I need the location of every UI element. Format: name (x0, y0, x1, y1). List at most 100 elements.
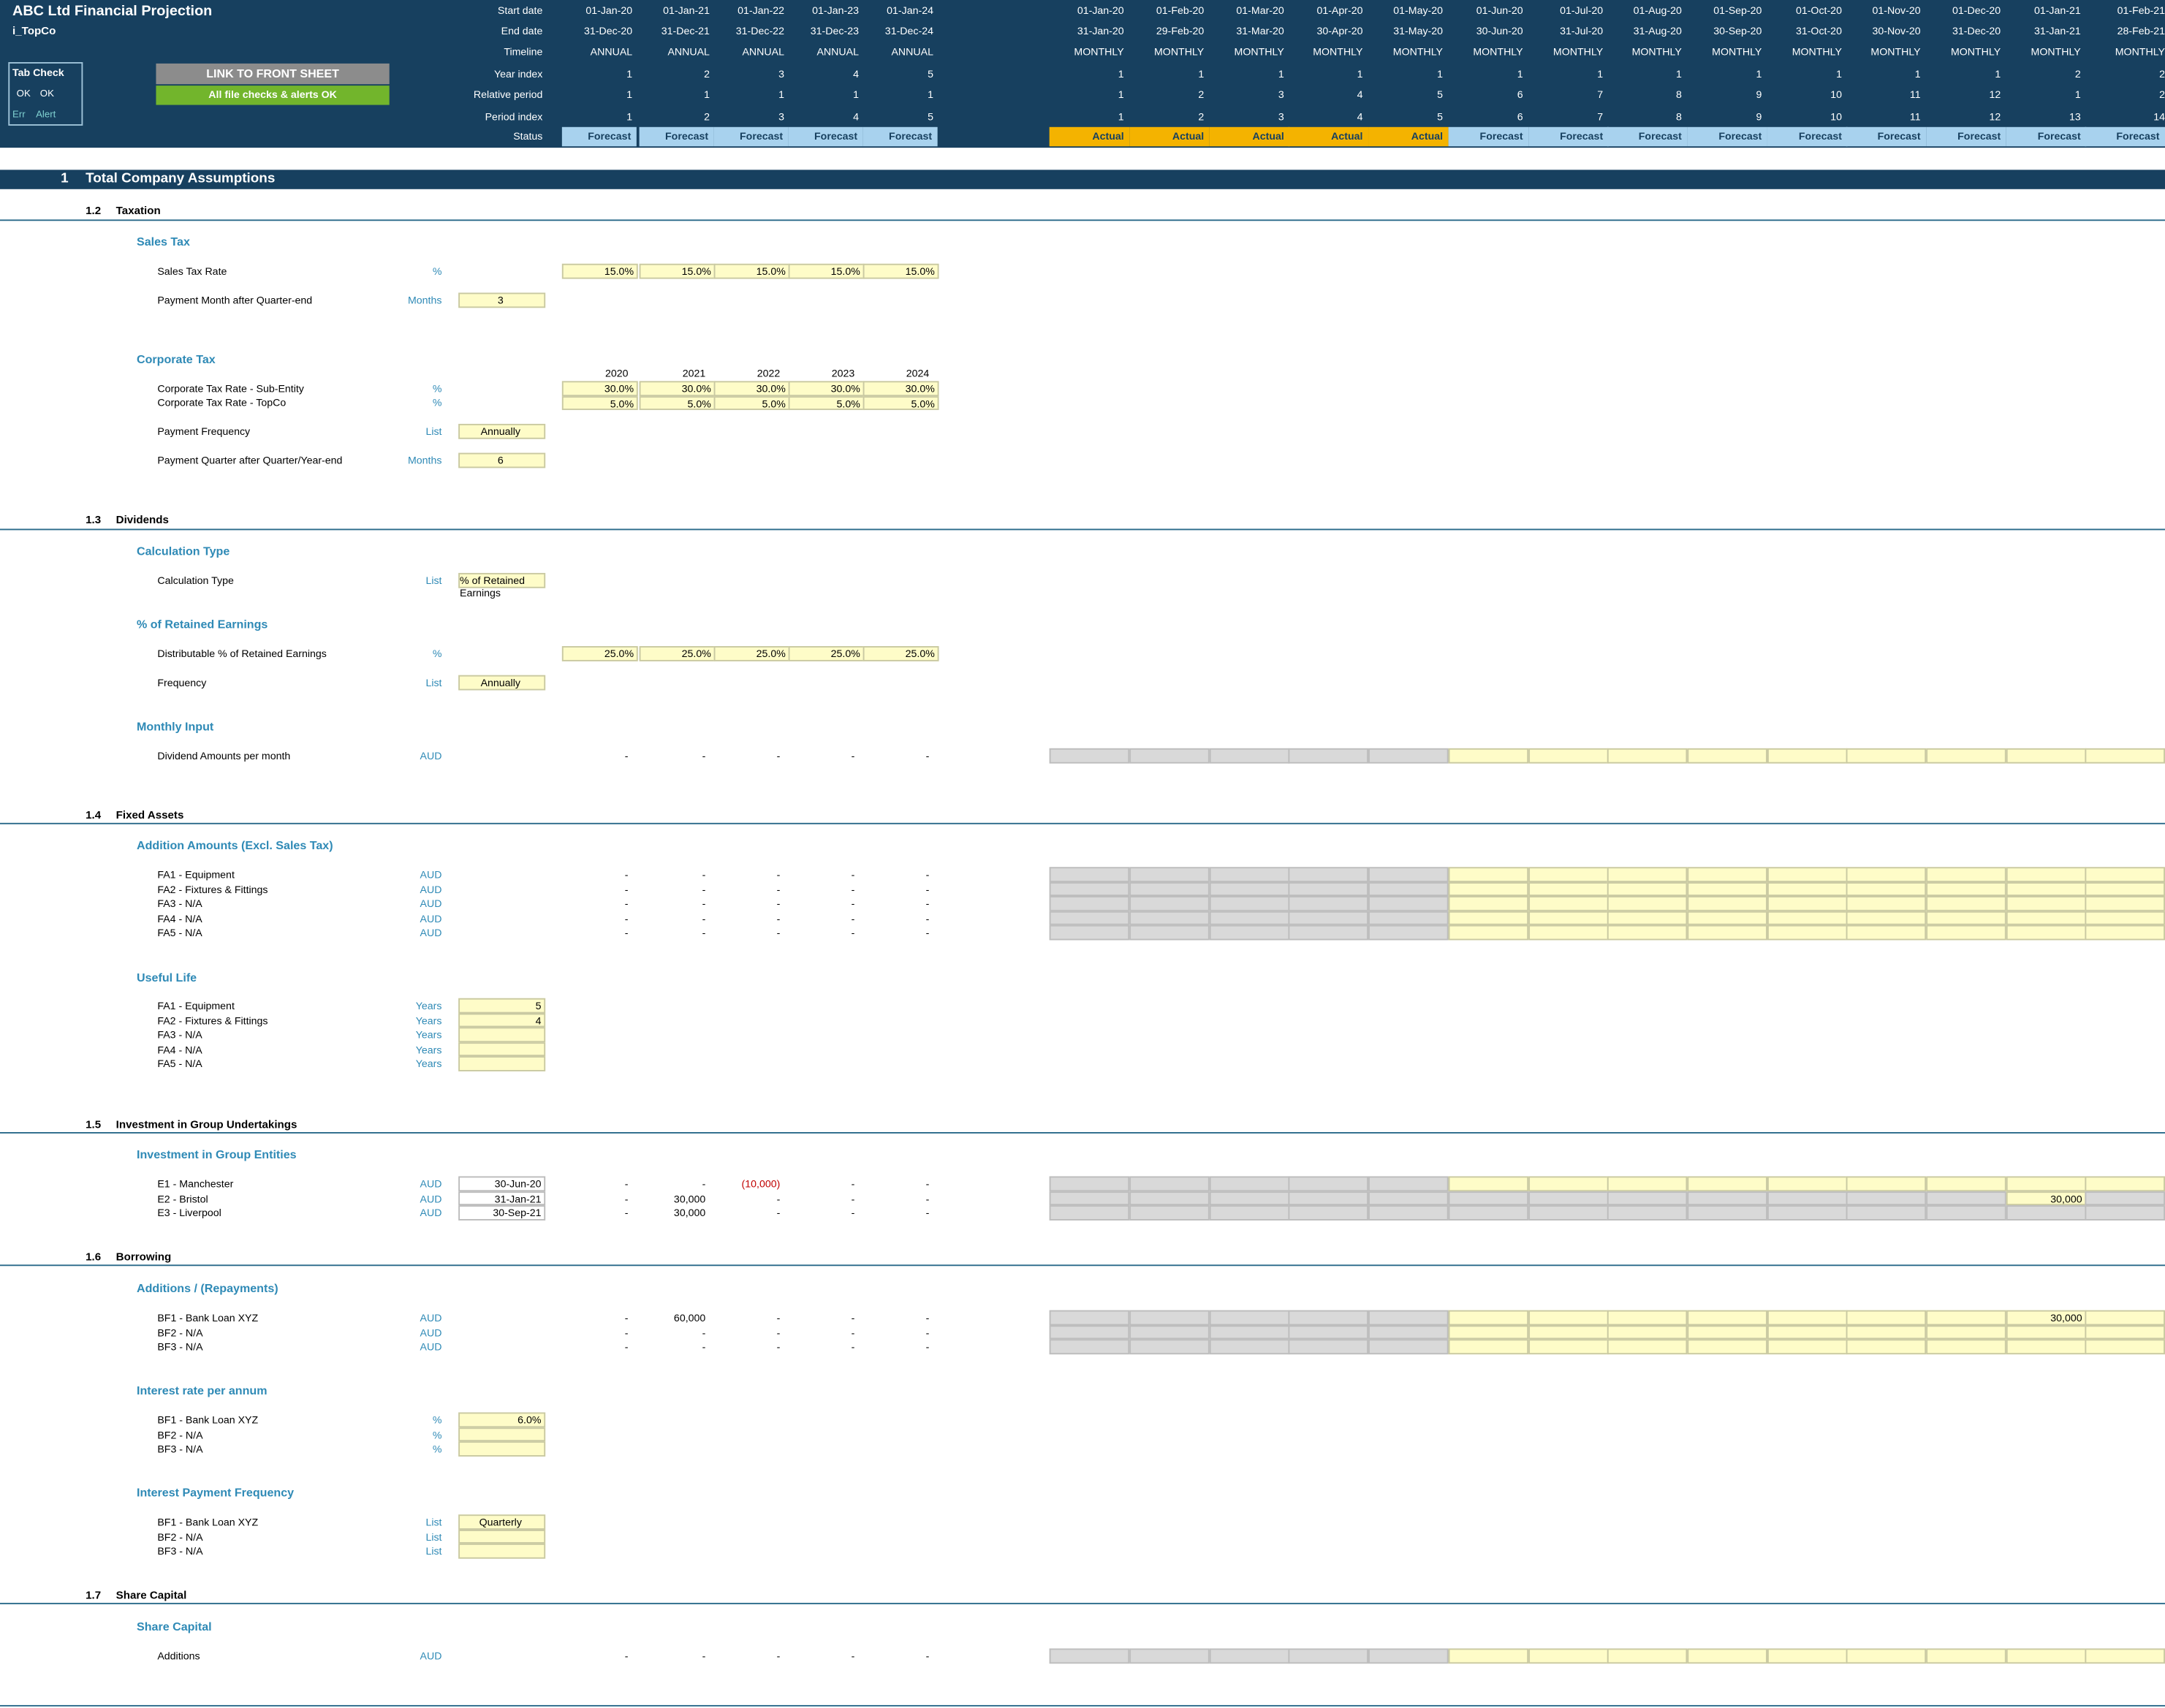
monthly-input-cell[interactable] (2085, 881, 2165, 896)
monthly-input-cell[interactable] (1767, 1339, 1848, 1354)
monthly-input-cell[interactable] (1846, 867, 1927, 882)
monthly-input-cell[interactable] (1767, 910, 1848, 925)
monthly-input-cell[interactable] (1687, 1310, 1767, 1325)
monthly-input-cell[interactable] (2085, 910, 2165, 925)
monthly-input-cell[interactable] (2085, 925, 2165, 940)
monthly-input-cell[interactable] (1607, 1648, 1688, 1663)
sales-tax-rate-input[interactable]: 15.0% (788, 263, 865, 278)
interest-frequency-select[interactable] (458, 1529, 546, 1544)
frequency-select[interactable]: Annually (458, 675, 546, 690)
monthly-input-cell[interactable] (1607, 1310, 1688, 1325)
monthly-input-cell[interactable] (1528, 1310, 1609, 1325)
monthly-input-cell[interactable] (1448, 1324, 1529, 1340)
ct-top-input[interactable]: 5.0% (788, 395, 865, 411)
useful-life-input[interactable] (458, 1041, 546, 1057)
monthly-input-cell[interactable] (1687, 910, 1767, 925)
ct-sub-input[interactable]: 30.0% (862, 381, 939, 396)
monthly-input-cell[interactable] (1528, 910, 1609, 925)
calc-type-select[interactable]: % of Retained Earnings (458, 572, 546, 599)
monthly-input-cell[interactable] (1846, 1310, 1927, 1325)
monthly-input-cell[interactable] (1926, 881, 2006, 896)
monthly-input-cell[interactable] (2085, 1339, 2165, 1354)
ct-top-input[interactable]: 5.0% (561, 395, 638, 411)
monthly-input-cell[interactable] (1687, 867, 1767, 882)
interest-rate-input[interactable] (458, 1427, 546, 1442)
monthly-input-cell[interactable]: 30,000 (2006, 1310, 2087, 1325)
monthly-input-cell[interactable] (2085, 1324, 2165, 1340)
investment-date-input[interactable]: 31-Jan-21 (458, 1191, 546, 1206)
monthly-input-cell[interactable] (1846, 748, 1927, 763)
monthly-input-cell[interactable] (1926, 925, 2006, 940)
interest-frequency-select[interactable]: Quarterly (458, 1514, 546, 1530)
monthly-input-cell[interactable] (1846, 1324, 1927, 1340)
useful-life-input[interactable] (458, 1027, 546, 1042)
payment-quarter-input[interactable]: 6 (458, 452, 546, 468)
monthly-input-cell[interactable] (1846, 881, 1927, 896)
sales-tax-rate-input[interactable]: 15.0% (713, 263, 790, 278)
monthly-input-cell[interactable] (1607, 1339, 1688, 1354)
monthly-input-cell[interactable] (1448, 881, 1529, 896)
payment-month-input[interactable]: 3 (458, 292, 546, 308)
monthly-input-cell[interactable] (1607, 910, 1688, 925)
monthly-input-cell[interactable] (2085, 1176, 2165, 1191)
monthly-input-cell[interactable] (1767, 1648, 1848, 1663)
monthly-input-cell[interactable] (1926, 1310, 2006, 1325)
monthly-input-cell[interactable] (1528, 1324, 1609, 1340)
monthly-input-cell[interactable] (1767, 748, 1848, 763)
monthly-input-cell[interactable]: 30,000 (2006, 1191, 2087, 1206)
monthly-input-cell[interactable] (2085, 748, 2165, 763)
monthly-input-cell[interactable] (1846, 1648, 1927, 1663)
monthly-input-cell[interactable] (1926, 1176, 2006, 1191)
monthly-input-cell[interactable] (1448, 748, 1529, 763)
monthly-input-cell[interactable] (1687, 748, 1767, 763)
monthly-input-cell[interactable] (1687, 925, 1767, 940)
monthly-input-cell[interactable] (1528, 881, 1609, 896)
monthly-input-cell[interactable] (1687, 1648, 1767, 1663)
monthly-input-cell[interactable] (1607, 895, 1688, 911)
distributable-input[interactable]: 25.0% (862, 646, 939, 661)
monthly-input-cell[interactable] (1607, 748, 1688, 763)
monthly-input-cell[interactable] (1607, 925, 1688, 940)
investment-date-input[interactable]: 30-Sep-21 (458, 1205, 546, 1220)
ct-top-input[interactable]: 5.0% (639, 395, 716, 411)
monthly-input-cell[interactable] (1926, 910, 2006, 925)
distributable-input[interactable]: 25.0% (561, 646, 638, 661)
ct-sub-input[interactable]: 30.0% (561, 381, 638, 396)
monthly-input-cell[interactable] (2006, 895, 2087, 911)
monthly-input-cell[interactable] (1448, 1176, 1529, 1191)
monthly-input-cell[interactable] (1767, 1324, 1848, 1340)
useful-life-input[interactable]: 5 (458, 998, 546, 1013)
monthly-input-cell[interactable] (1607, 867, 1688, 882)
monthly-input-cell[interactable] (1767, 1310, 1848, 1325)
monthly-input-cell[interactable] (1448, 925, 1529, 940)
monthly-input-cell[interactable] (2006, 910, 2087, 925)
monthly-input-cell[interactable] (1607, 881, 1688, 896)
monthly-input-cell[interactable] (1448, 910, 1529, 925)
monthly-input-cell[interactable] (1687, 881, 1767, 896)
ct-top-input[interactable]: 5.0% (862, 395, 939, 411)
monthly-input-cell[interactable] (1767, 925, 1848, 940)
ct-sub-input[interactable]: 30.0% (788, 381, 865, 396)
payment-frequency-select[interactable]: Annually (458, 423, 546, 439)
monthly-input-cell[interactable] (2085, 895, 2165, 911)
useful-life-input[interactable]: 4 (458, 1012, 546, 1028)
monthly-input-cell[interactable] (1448, 867, 1529, 882)
sales-tax-rate-input[interactable]: 15.0% (862, 263, 939, 278)
monthly-input-cell[interactable] (1767, 1176, 1848, 1191)
monthly-input-cell[interactable] (1846, 895, 1927, 911)
ct-top-input[interactable]: 5.0% (713, 395, 790, 411)
monthly-input-cell[interactable] (2085, 1310, 2165, 1325)
monthly-input-cell[interactable] (1528, 1648, 1609, 1663)
monthly-input-cell[interactable] (2006, 1648, 2087, 1663)
link-to-front-sheet-button[interactable]: LINK TO FRONT SHEET (156, 63, 390, 85)
monthly-input-cell[interactable] (1528, 1176, 1609, 1191)
monthly-input-cell[interactable] (1846, 910, 1927, 925)
ct-sub-input[interactable]: 30.0% (639, 381, 716, 396)
investment-date-input[interactable]: 30-Jun-20 (458, 1176, 546, 1191)
monthly-input-cell[interactable] (1607, 1324, 1688, 1340)
monthly-input-cell[interactable] (1926, 867, 2006, 882)
interest-rate-input[interactable] (458, 1441, 546, 1456)
interest-frequency-select[interactable] (458, 1543, 546, 1558)
monthly-input-cell[interactable] (1448, 1310, 1529, 1325)
monthly-input-cell[interactable] (1528, 925, 1609, 940)
